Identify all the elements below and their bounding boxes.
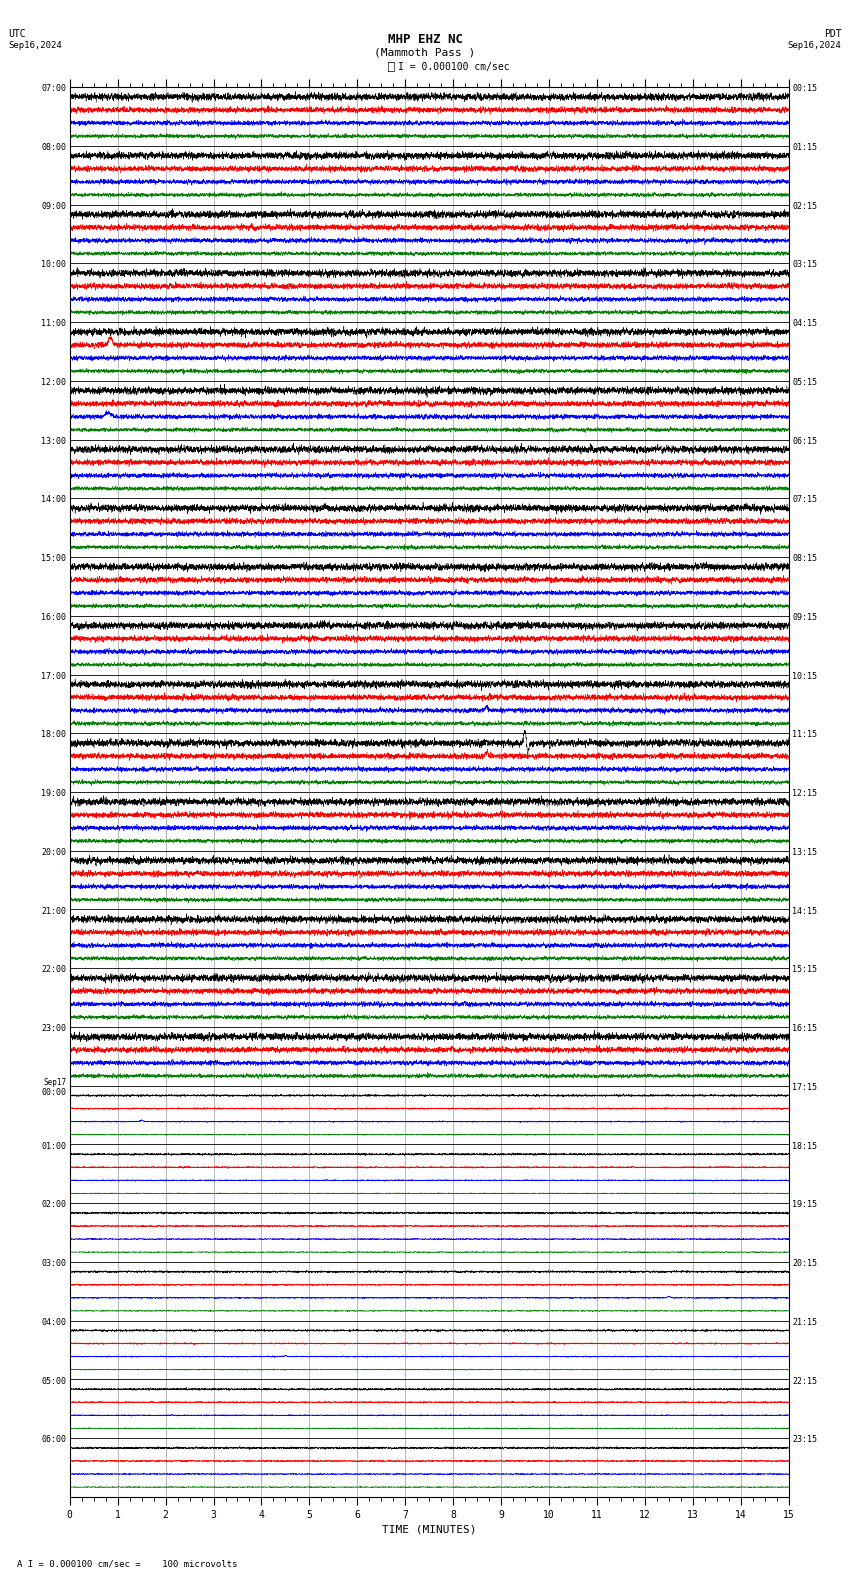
Text: 14:15: 14:15 bbox=[792, 906, 817, 916]
Text: 20:15: 20:15 bbox=[792, 1259, 817, 1269]
Text: 12:15: 12:15 bbox=[792, 789, 817, 798]
Text: Sep16,2024: Sep16,2024 bbox=[788, 41, 842, 51]
Text: (Mammoth Pass ): (Mammoth Pass ) bbox=[374, 48, 476, 57]
Text: 01:15: 01:15 bbox=[792, 143, 817, 152]
Text: 13:00: 13:00 bbox=[42, 437, 66, 445]
Text: 21:00: 21:00 bbox=[42, 906, 66, 916]
Text: 06:15: 06:15 bbox=[792, 437, 817, 445]
Text: 03:15: 03:15 bbox=[792, 260, 817, 269]
Text: ⎕: ⎕ bbox=[388, 63, 395, 73]
Text: 12:00: 12:00 bbox=[42, 379, 66, 386]
Text: 16:00: 16:00 bbox=[42, 613, 66, 623]
Text: 00:15: 00:15 bbox=[792, 84, 817, 93]
Text: 10:00: 10:00 bbox=[42, 260, 66, 269]
Text: 23:00: 23:00 bbox=[42, 1025, 66, 1033]
Text: 11:00: 11:00 bbox=[42, 320, 66, 328]
Text: 05:00: 05:00 bbox=[42, 1376, 66, 1386]
Text: 16:15: 16:15 bbox=[792, 1025, 817, 1033]
Text: 00:00: 00:00 bbox=[42, 1088, 66, 1096]
Text: MHP EHZ NC: MHP EHZ NC bbox=[388, 33, 462, 46]
Text: 23:15: 23:15 bbox=[792, 1435, 817, 1445]
Text: 08:15: 08:15 bbox=[792, 554, 817, 564]
Text: 06:00: 06:00 bbox=[42, 1435, 66, 1445]
Text: 07:00: 07:00 bbox=[42, 84, 66, 93]
Text: 02:00: 02:00 bbox=[42, 1201, 66, 1209]
Text: 18:15: 18:15 bbox=[792, 1142, 817, 1150]
Text: I = 0.000100 cm/sec: I = 0.000100 cm/sec bbox=[398, 62, 509, 71]
Text: 18:00: 18:00 bbox=[42, 730, 66, 740]
Text: 08:00: 08:00 bbox=[42, 143, 66, 152]
Text: UTC: UTC bbox=[8, 29, 26, 38]
Text: 04:15: 04:15 bbox=[792, 320, 817, 328]
Text: PDT: PDT bbox=[824, 29, 842, 38]
Text: 11:15: 11:15 bbox=[792, 730, 817, 740]
Text: 21:15: 21:15 bbox=[792, 1318, 817, 1327]
Text: A I = 0.000100 cm/sec =    100 microvolts: A I = 0.000100 cm/sec = 100 microvolts bbox=[17, 1559, 237, 1568]
Text: 20:00: 20:00 bbox=[42, 847, 66, 857]
Text: 15:00: 15:00 bbox=[42, 554, 66, 564]
Text: 10:15: 10:15 bbox=[792, 672, 817, 681]
Text: 14:00: 14:00 bbox=[42, 496, 66, 504]
Text: 02:15: 02:15 bbox=[792, 201, 817, 211]
Text: 13:15: 13:15 bbox=[792, 847, 817, 857]
Text: 07:15: 07:15 bbox=[792, 496, 817, 504]
Text: 01:00: 01:00 bbox=[42, 1142, 66, 1150]
Text: 05:15: 05:15 bbox=[792, 379, 817, 386]
X-axis label: TIME (MINUTES): TIME (MINUTES) bbox=[382, 1524, 477, 1535]
Text: 19:15: 19:15 bbox=[792, 1201, 817, 1209]
Text: Sep17: Sep17 bbox=[43, 1079, 66, 1087]
Text: 22:00: 22:00 bbox=[42, 965, 66, 974]
Text: Sep16,2024: Sep16,2024 bbox=[8, 41, 62, 51]
Text: 09:15: 09:15 bbox=[792, 613, 817, 623]
Text: 22:15: 22:15 bbox=[792, 1376, 817, 1386]
Text: 19:00: 19:00 bbox=[42, 789, 66, 798]
Text: 15:15: 15:15 bbox=[792, 965, 817, 974]
Text: 17:15: 17:15 bbox=[792, 1083, 817, 1091]
Text: 03:00: 03:00 bbox=[42, 1259, 66, 1269]
Text: 17:00: 17:00 bbox=[42, 672, 66, 681]
Text: 09:00: 09:00 bbox=[42, 201, 66, 211]
Text: 04:00: 04:00 bbox=[42, 1318, 66, 1327]
